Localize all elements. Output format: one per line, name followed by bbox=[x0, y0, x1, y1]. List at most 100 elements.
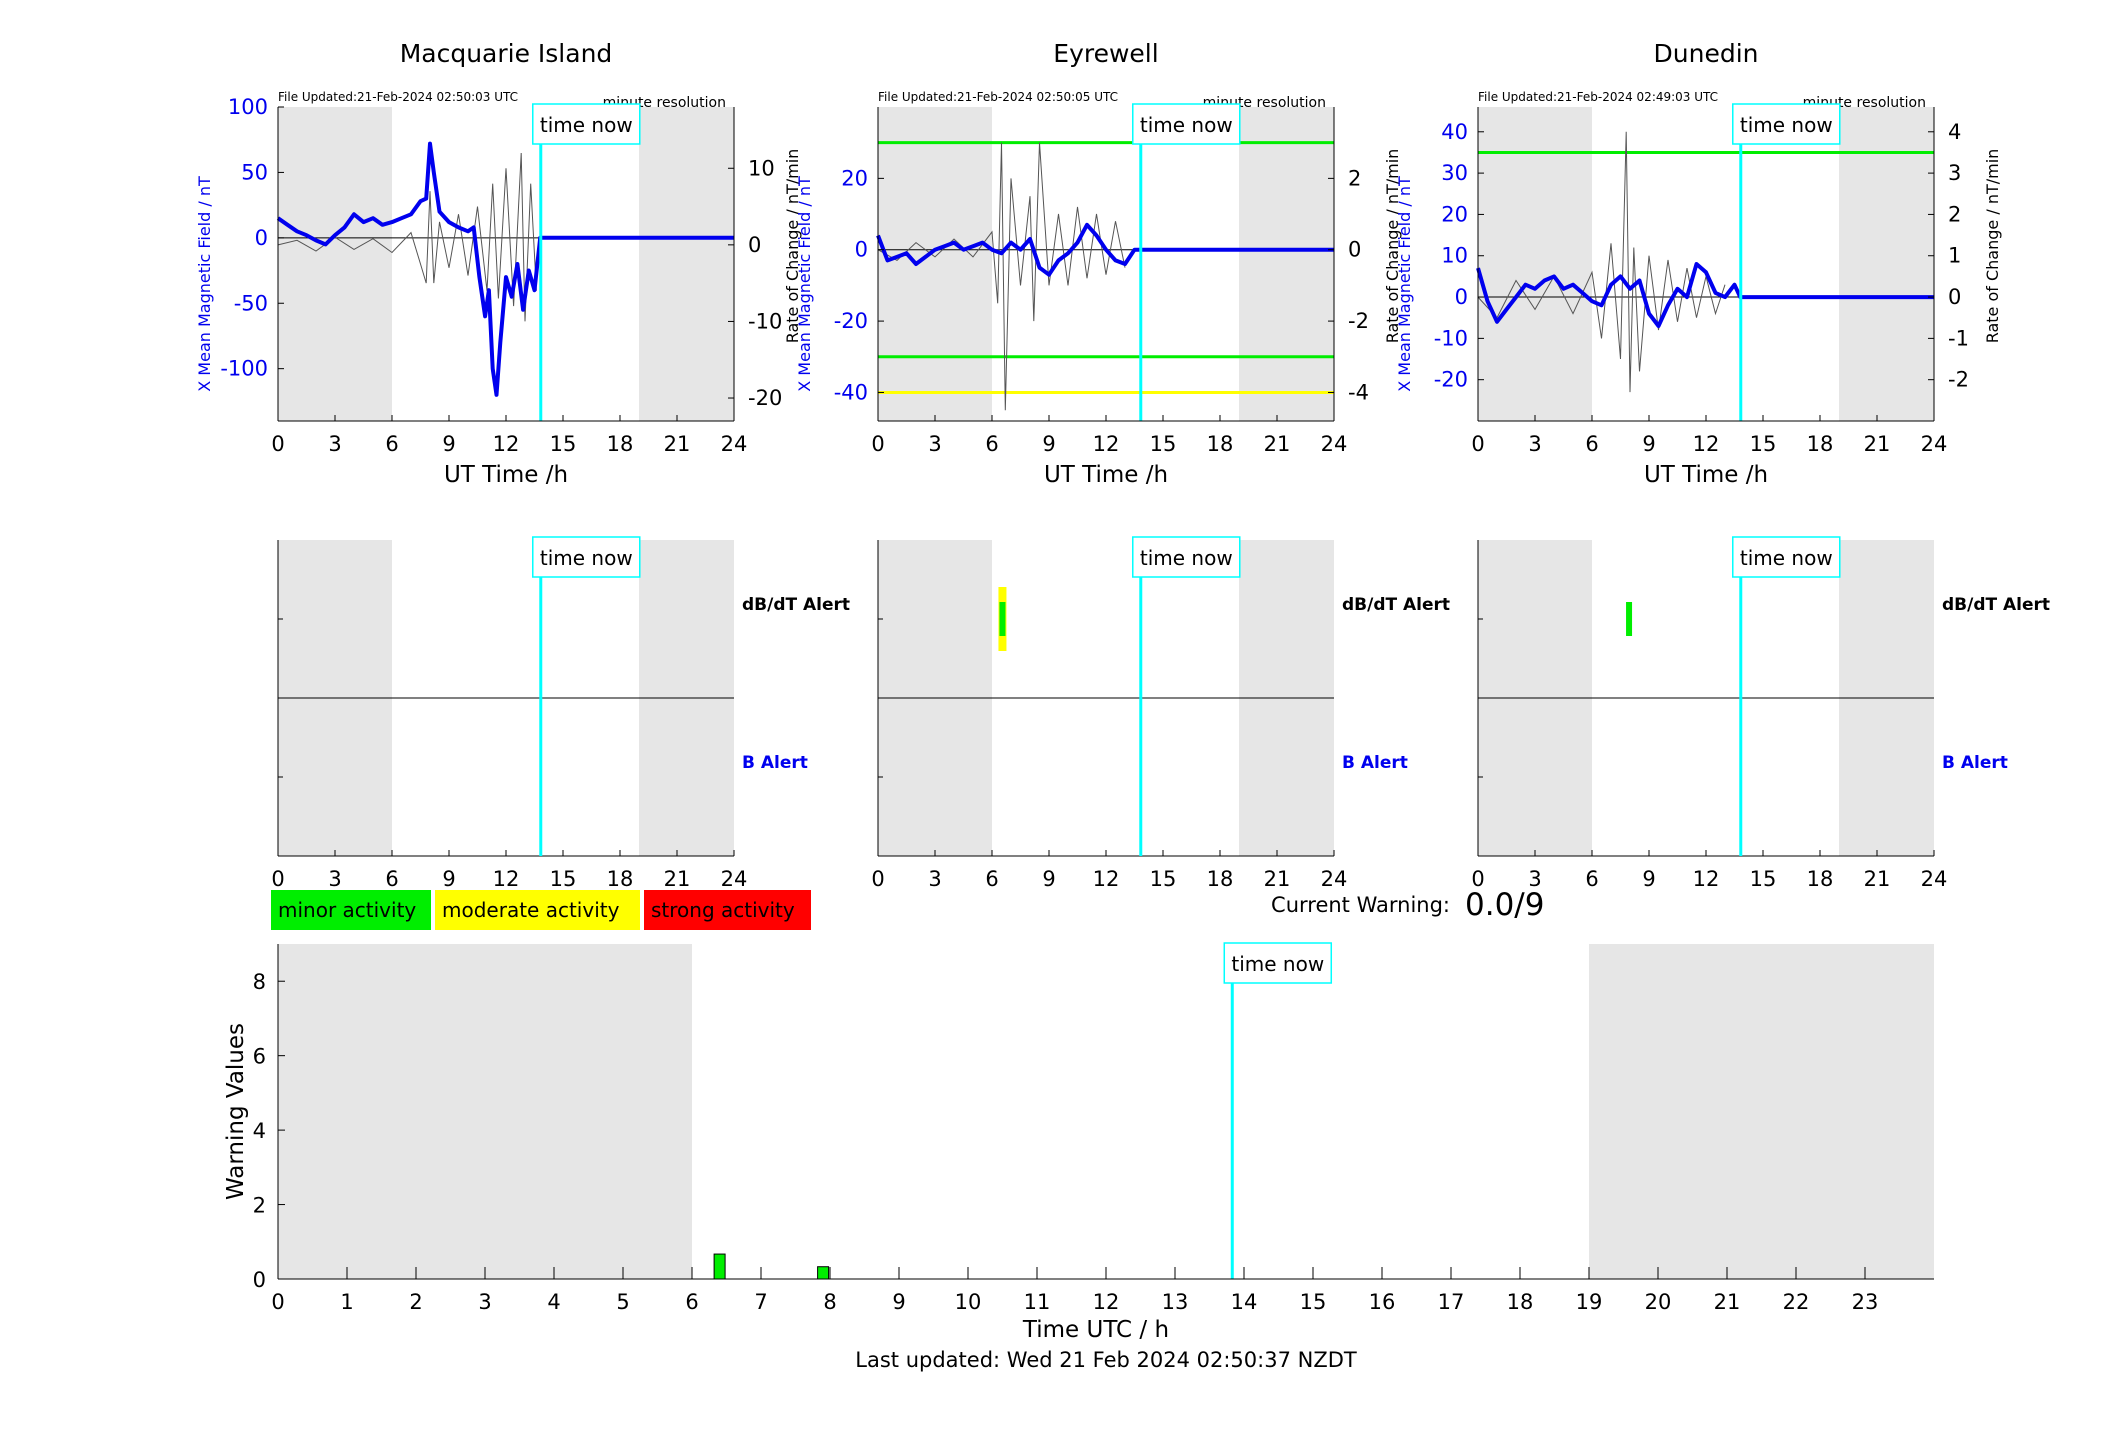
y-tick-label: 4 bbox=[253, 1119, 266, 1143]
x-axis-label: Time UTC / h bbox=[1022, 1317, 1169, 1343]
x-tick-label: 12 bbox=[1093, 1290, 1120, 1314]
time-now-label-box bbox=[1223, 942, 1333, 984]
x-tick-label: 12 bbox=[493, 867, 520, 891]
y-right-tick-label: -4 bbox=[1348, 380, 1369, 404]
time-now-label-box bbox=[532, 103, 641, 145]
x-tick-label: 6 bbox=[685, 1290, 698, 1314]
y-tick-label: 8 bbox=[253, 970, 266, 994]
x-tick-label: 8 bbox=[823, 1290, 836, 1314]
station-chart-1: Eyrewell File Updated:21-Feb-2024 02:50:0… bbox=[795, 39, 1402, 488]
y-right-tick-label: 3 bbox=[1948, 161, 1961, 185]
magnetic-field-series bbox=[1476, 262, 1934, 328]
activity-legend: minor activity moderate activity strong ac… bbox=[271, 890, 811, 930]
time-now-label-box bbox=[1132, 103, 1241, 145]
legend-swatch bbox=[271, 890, 431, 930]
x-tick-label: 12 bbox=[1093, 432, 1120, 456]
x-tick-label: 19 bbox=[1576, 1290, 1603, 1314]
time-now-label: time now bbox=[1740, 113, 1833, 137]
night-shading bbox=[1478, 107, 1592, 421]
y-right-tick-label: 4 bbox=[1948, 120, 1961, 144]
x-tick-label: 18 bbox=[1807, 867, 1834, 891]
y-tick-label: 20 bbox=[1441, 202, 1468, 226]
y-right-axis-label: Rate of Change / nT/min bbox=[783, 149, 802, 344]
x-tick-label: 9 bbox=[442, 867, 455, 891]
x-tick-label: 0 bbox=[1471, 432, 1484, 456]
x-tick-label: 24 bbox=[1921, 867, 1948, 891]
x-tick-label: 0 bbox=[1471, 867, 1484, 891]
y-right-tick-label: 2 bbox=[1348, 166, 1361, 190]
x-tick-label: 23 bbox=[1852, 1290, 1879, 1314]
time-now-label-box bbox=[1132, 536, 1241, 578]
x-tick-label: 15 bbox=[1150, 867, 1177, 891]
legend-label: moderate activity bbox=[442, 898, 620, 922]
x-tick-label: 21 bbox=[664, 432, 691, 456]
x-tick-label: 21 bbox=[1864, 432, 1891, 456]
station-title: Eyrewell bbox=[1053, 39, 1158, 68]
y-right-tick-label: -10 bbox=[748, 309, 782, 333]
y-tick-label: 100 bbox=[228, 95, 268, 119]
x-tick-label: 6 bbox=[385, 867, 398, 891]
time-now-label: time now bbox=[1740, 546, 1833, 570]
x-tick-label: 21 bbox=[1264, 432, 1291, 456]
y-tick-label: -20 bbox=[834, 309, 868, 333]
station-chart-2: Dunedin File Updated:21-Feb-2024 02:49:03… bbox=[1395, 39, 2002, 488]
x-tick-label: 12 bbox=[1693, 432, 1720, 456]
x-tick-label: 24 bbox=[721, 867, 748, 891]
station-chart-0: Macquarie Island File Updated:21-Feb-2024… bbox=[195, 39, 802, 488]
x-tick-label: 24 bbox=[721, 432, 748, 456]
x-tick-label: 21 bbox=[1264, 867, 1291, 891]
x-tick-label: 15 bbox=[1750, 432, 1777, 456]
y-tick-label: 0 bbox=[255, 226, 268, 250]
x-tick-label: 9 bbox=[442, 432, 455, 456]
x-tick-label: 6 bbox=[1585, 867, 1598, 891]
x-tick-label: 9 bbox=[1642, 867, 1655, 891]
file-updated-label: File Updated:21-Feb-2024 02:49:03 UTC bbox=[1478, 90, 1718, 104]
x-tick-label: 15 bbox=[1750, 867, 1777, 891]
x-tick-label: 0 bbox=[871, 867, 884, 891]
y-right-tick-label: 2 bbox=[1948, 202, 1961, 226]
night-shading bbox=[639, 107, 734, 421]
file-updated-label: File Updated:21-Feb-2024 02:50:03 UTC bbox=[278, 90, 518, 104]
last-updated: Last updated: Wed 21 Feb 2024 02:50:37 N… bbox=[855, 1348, 1357, 1372]
x-tick-label: 15 bbox=[550, 867, 577, 891]
dbdt-alert-bar bbox=[1626, 602, 1633, 636]
legend-swatch bbox=[644, 890, 811, 930]
x-axis-label: UT Time /h bbox=[1644, 462, 1768, 488]
x-tick-label: 18 bbox=[607, 867, 634, 891]
x-tick-label: 3 bbox=[928, 867, 941, 891]
x-tick-label: 3 bbox=[928, 432, 941, 456]
y-right-tick-label: -2 bbox=[1348, 309, 1369, 333]
x-tick-label: 12 bbox=[1693, 867, 1720, 891]
time-now-label-box bbox=[1732, 536, 1841, 578]
x-tick-label: 0 bbox=[271, 867, 284, 891]
y-tick-label: -20 bbox=[1434, 368, 1468, 392]
x-tick-label: 12 bbox=[1093, 867, 1120, 891]
x-tick-label: 13 bbox=[1162, 1290, 1189, 1314]
y-right-axis-label: Rate of Change / nT/min bbox=[1983, 149, 2002, 344]
y-axis-label: X Mean Magnetic Field / nT bbox=[195, 176, 214, 392]
x-tick-label: 17 bbox=[1438, 1290, 1465, 1314]
current-warning-label: Current Warning: bbox=[1271, 893, 1450, 917]
x-tick-label: 15 bbox=[550, 432, 577, 456]
y-tick-label: 6 bbox=[253, 1045, 266, 1069]
time-now-label: time now bbox=[1231, 952, 1324, 976]
x-tick-label: 6 bbox=[985, 867, 998, 891]
y-tick-label: 20 bbox=[841, 166, 868, 190]
night-shading bbox=[1239, 107, 1334, 421]
magnetic-field-series bbox=[276, 141, 734, 397]
x-tick-label: 18 bbox=[1507, 1290, 1534, 1314]
x-axis-label: UT Time /h bbox=[444, 462, 568, 488]
y-tick-label: 10 bbox=[1441, 244, 1468, 268]
y-right-tick-label: -20 bbox=[748, 386, 782, 410]
time-now-label: time now bbox=[540, 546, 633, 570]
x-tick-label: 6 bbox=[1585, 432, 1598, 456]
time-now-label: time now bbox=[1140, 546, 1233, 570]
alert-panel-2: time now dB/dT Alert B Alert 0 3 6 9 12 15 18 21 24 bbox=[1471, 536, 2050, 891]
x-tick-label: 18 bbox=[1207, 867, 1234, 891]
y-tick-label: 2 bbox=[253, 1194, 266, 1218]
x-tick-label: 3 bbox=[328, 432, 341, 456]
x-tick-label: 9 bbox=[1042, 867, 1055, 891]
y-right-tick-label: 10 bbox=[748, 156, 775, 180]
x-tick-label: 18 bbox=[1807, 432, 1834, 456]
